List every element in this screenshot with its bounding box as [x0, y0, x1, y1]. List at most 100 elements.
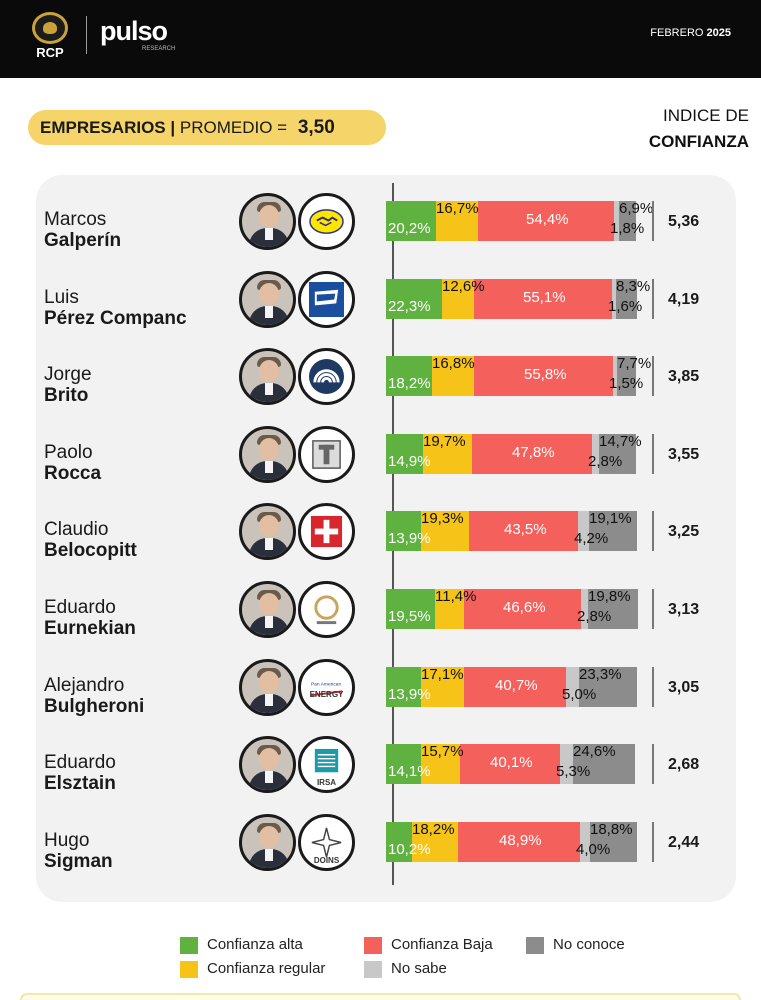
person-first-name: Alejandro: [44, 675, 125, 696]
avatar-collar: [265, 849, 273, 861]
avatar-head: [259, 826, 279, 848]
avatar-head: [259, 205, 279, 227]
bar-segment-baja: [460, 744, 560, 784]
company-logo: DOINS: [298, 814, 355, 871]
person-first-name: Jorge: [44, 364, 92, 385]
data-label-no-sabe: 1,6%: [608, 298, 643, 315]
bar-segment-regular: [432, 356, 474, 396]
person-name: Luis Pérez Companc: [44, 287, 244, 329]
person-first-name: Paolo: [44, 442, 93, 463]
person-avatar: [239, 659, 296, 716]
avatar-collar: [265, 461, 273, 473]
bar-segment-no-sabe: [566, 667, 579, 707]
person-first-name: Marcos: [44, 209, 107, 230]
company-logo-text: DOINS: [313, 856, 340, 865]
legend-swatch-no-sabe: [364, 961, 382, 978]
avatar-collar: [265, 771, 273, 783]
person-first-name: Eduardo: [44, 752, 116, 773]
bar-segment-no-conoce: [588, 589, 638, 629]
bar-segment-regular: [421, 667, 464, 707]
index-tick: [652, 434, 654, 474]
bar-segment-regular: [442, 279, 474, 319]
avatar-head: [259, 593, 279, 615]
bar-segment-regular: [436, 201, 478, 241]
bar-segment-alta: [386, 822, 412, 862]
data-label-regular: 11,4%: [435, 588, 477, 605]
company-logo: [298, 581, 355, 638]
index-tick: [652, 589, 654, 629]
company-logo-text: IRSA: [316, 778, 337, 787]
index-value: 2,44: [668, 834, 700, 851]
data-label-regular: 19,7%: [423, 433, 466, 450]
data-label-alta: 20,2%: [388, 220, 431, 237]
company-logo: [298, 426, 355, 483]
avatar-head: [259, 748, 279, 770]
avatar-head: [259, 360, 279, 382]
data-label-baja: 40,7%: [495, 677, 538, 694]
index-tick: [652, 356, 654, 396]
data-label-baja: 55,8%: [524, 366, 567, 383]
date-month: FEBRERO: [650, 27, 704, 39]
bar-segment-baja: [464, 589, 581, 629]
data-label-no-sabe: 4,2%: [574, 530, 609, 547]
bar-segment-no-sabe: [612, 279, 616, 319]
legend-swatch-alta: [180, 937, 198, 954]
data-label-baja: 43,5%: [504, 521, 547, 538]
bar-segment-alta: [386, 434, 423, 474]
data-label-baja: 47,8%: [512, 444, 555, 461]
data-label-regular: 18,2%: [412, 821, 455, 838]
person-last-name: Elsztain: [44, 773, 116, 794]
data-label-regular: 12,6%: [442, 278, 485, 295]
person-last-name: Eurnekian: [44, 618, 136, 639]
date-year: 2025: [706, 27, 731, 39]
data-label-no-conoce: 24,6%: [573, 743, 616, 760]
data-label-baja: 48,9%: [499, 832, 542, 849]
rcp-badge-icon: [32, 12, 68, 44]
person-name: Hugo Sigman: [44, 830, 244, 872]
person-name: Claudio Belocopitt: [44, 519, 244, 561]
bar-segment-no-sabe: [613, 356, 617, 396]
index-value: 3,05: [668, 679, 700, 696]
person-last-name: Pérez Companc: [44, 308, 187, 329]
group-label: EMPRESARIOS |: [40, 118, 176, 137]
person-last-name: Brito: [44, 385, 89, 406]
person-last-name: Rocca: [44, 463, 102, 484]
data-label-baja: 54,4%: [526, 211, 569, 228]
person-name: Eduardo Elsztain: [44, 752, 244, 794]
bar-segment-baja: [458, 822, 580, 862]
bar-segment-no-conoce: [590, 822, 637, 862]
bar-segment-alta: [386, 356, 432, 396]
average-label: PROMEDIO =: [179, 118, 288, 137]
company-logo: Pan American ENERGY: [298, 659, 355, 716]
person-first-name: Luis: [44, 287, 79, 308]
index-tick: [652, 511, 654, 551]
data-label-no-sabe: 2,8%: [577, 608, 612, 625]
data-label-regular: 16,7%: [436, 200, 479, 217]
legend-swatch-baja: [364, 937, 382, 954]
data-label-alta: 19,5%: [388, 608, 431, 625]
legend-label-alta: Confianza alta: [207, 936, 303, 953]
person-avatar: [239, 736, 296, 793]
header-bar: RCP pulso RESEARCH FEBRERO 2025: [0, 0, 761, 78]
person-last-name: Bulgheroni: [44, 696, 145, 717]
bottom-strip: [20, 993, 741, 1000]
data-label-no-conoce: 7,7%: [617, 355, 652, 372]
company-logo: IRSA: [298, 736, 355, 793]
bar-segment-alta: [386, 279, 442, 319]
index-tick: [652, 744, 654, 784]
bar-segment-alta: [386, 201, 436, 241]
bar-segment-alta: [386, 667, 421, 707]
rcp-logo: RCP: [30, 12, 70, 62]
person-first-name: Eduardo: [44, 597, 116, 618]
person-name: Marcos Galperín: [44, 209, 244, 251]
data-label-no-sabe: 1,8%: [610, 220, 645, 237]
index-value: 3,55: [668, 446, 700, 463]
data-label-no-conoce: 8,3%: [616, 278, 651, 295]
legend-label-baja: Confianza Baja: [391, 936, 493, 953]
avatar-collar: [265, 306, 273, 318]
index-tick: [652, 279, 654, 319]
legend-label-no-conoce: No conoce: [553, 936, 625, 953]
person-avatar: [239, 503, 296, 560]
bar-segment-no-conoce: [616, 279, 637, 319]
bar-segment-baja: [478, 201, 614, 241]
